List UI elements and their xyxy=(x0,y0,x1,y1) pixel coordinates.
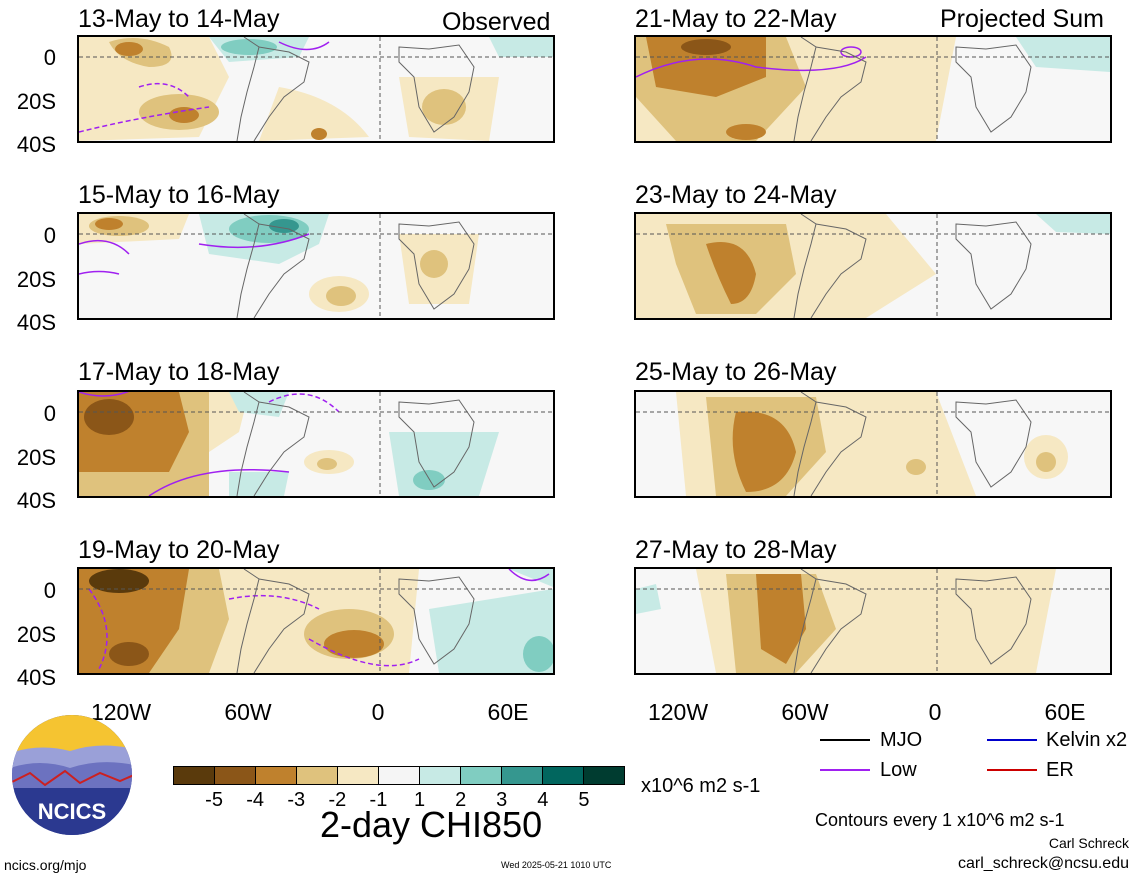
panel-title-5: 21-May to 22-May xyxy=(635,5,837,33)
ylabel-eq-2: 0 xyxy=(43,223,56,248)
panel-title-3: 17-May to 18-May xyxy=(78,358,280,386)
ncics-logo: NCICS xyxy=(10,713,134,842)
ylabel-20s-3: 20S xyxy=(16,445,56,470)
legend-line-low xyxy=(820,769,870,771)
xlabel-0-left: 0 xyxy=(371,699,385,725)
colorbar-swatch-9 xyxy=(543,767,584,784)
legend-label-kelvin: Kelvin x2 xyxy=(1046,729,1128,751)
xlabel-60e-right: 60E xyxy=(1044,699,1086,725)
panel-title-6: 23-May to 24-May xyxy=(635,181,837,209)
ylabel-20s-2: 20S xyxy=(16,267,56,292)
colorbar-swatch-10 xyxy=(584,767,624,784)
colorbar-label-1: -4 xyxy=(246,789,265,811)
colorbar-label-3: -2 xyxy=(328,789,347,811)
ylabel-20s-1: 20S xyxy=(16,89,56,114)
colorbar-swatch-5 xyxy=(379,767,420,784)
ylabel-40s-3: 40S xyxy=(16,488,56,513)
chart-title: 2-day CHI850 xyxy=(320,804,543,845)
author-name: Carl Schreck xyxy=(1048,835,1129,851)
colorbar-units: x10^6 m2 s-1 xyxy=(641,775,761,797)
map-panel-1 xyxy=(77,35,555,143)
xlabel-120w-right: 120W xyxy=(647,699,709,725)
colorbar-swatch-0 xyxy=(174,767,215,784)
ylabel-20s-4: 20S xyxy=(16,622,56,647)
colorbar-label-0: -5 xyxy=(205,789,223,811)
legend-line-mjo xyxy=(820,739,870,741)
colorbar xyxy=(173,766,625,785)
map-panel-7 xyxy=(634,390,1112,498)
ylabel-40s-2: 40S xyxy=(16,310,56,335)
panel-title-8: 27-May to 28-May xyxy=(635,536,837,564)
panel-title-2: 15-May to 16-May xyxy=(78,181,280,209)
xlabel-60w-left: 60W xyxy=(224,699,272,725)
map-panel-6 xyxy=(634,212,1112,320)
site-url: ncics.org/mjo xyxy=(4,857,87,873)
colorbar-swatch-6 xyxy=(420,767,461,784)
panel-title-4: 19-May to 20-May xyxy=(78,536,280,564)
author-email: carl_schreck@ncsu.edu xyxy=(958,855,1129,872)
map-panel-3 xyxy=(77,390,555,498)
colorbar-label-5: 1 xyxy=(413,789,426,811)
map-panel-5 xyxy=(634,35,1112,143)
map-panel-2 xyxy=(77,212,555,320)
legend-label-low: Low xyxy=(880,759,917,781)
map-panel-4 xyxy=(77,567,555,675)
panel-title-1: 13-May to 14-May xyxy=(78,5,280,33)
panel-title-7: 25-May to 26-May xyxy=(635,358,837,386)
colorbar-swatch-1 xyxy=(215,767,256,784)
ylabel-eq-4: 0 xyxy=(43,578,56,603)
colorbar-label-9: 5 xyxy=(578,789,590,811)
colorbar-swatch-8 xyxy=(502,767,543,784)
ylabel-40s-1: 40S xyxy=(16,132,56,157)
xlabel-60e-left: 60E xyxy=(487,699,529,725)
ylabel-40s-4: 40S xyxy=(16,665,56,690)
xlabel-0-right: 0 xyxy=(928,699,942,725)
colorbar-label-4: -1 xyxy=(369,789,388,811)
colorbar-label-6: 2 xyxy=(455,789,467,811)
colorbar-label-8: 4 xyxy=(537,789,549,811)
colorbar-swatch-3 xyxy=(297,767,338,784)
xlabel-60w-right: 60W xyxy=(781,699,829,725)
legend-label-mjo: MJO xyxy=(880,729,923,751)
contour-note: Contours every 1 x10^6 m2 s-1 xyxy=(815,810,1065,830)
colorbar-label-7: 3 xyxy=(496,789,508,811)
legend-line-kelvin xyxy=(987,739,1037,741)
colorbar-swatch-4 xyxy=(338,767,379,784)
observed-label: Observed xyxy=(442,8,551,36)
projected-sum-label: Projected Sum xyxy=(940,5,1104,33)
colorbar-swatch-7 xyxy=(461,767,502,784)
logo-text: NCICS xyxy=(38,799,106,824)
legend-line-er xyxy=(987,769,1037,771)
xlabel-120w-left: 120W xyxy=(90,699,152,725)
colorbar-swatch-2 xyxy=(256,767,297,784)
colorbar-label-2: -3 xyxy=(287,789,306,811)
ylabel-eq-1: 0 xyxy=(43,45,56,70)
legend-label-er: ER xyxy=(1046,759,1074,781)
map-panel-8 xyxy=(634,567,1112,675)
timestamp: Wed 2025-05-21 1010 UTC xyxy=(501,860,612,870)
ylabel-eq-3: 0 xyxy=(43,401,56,426)
